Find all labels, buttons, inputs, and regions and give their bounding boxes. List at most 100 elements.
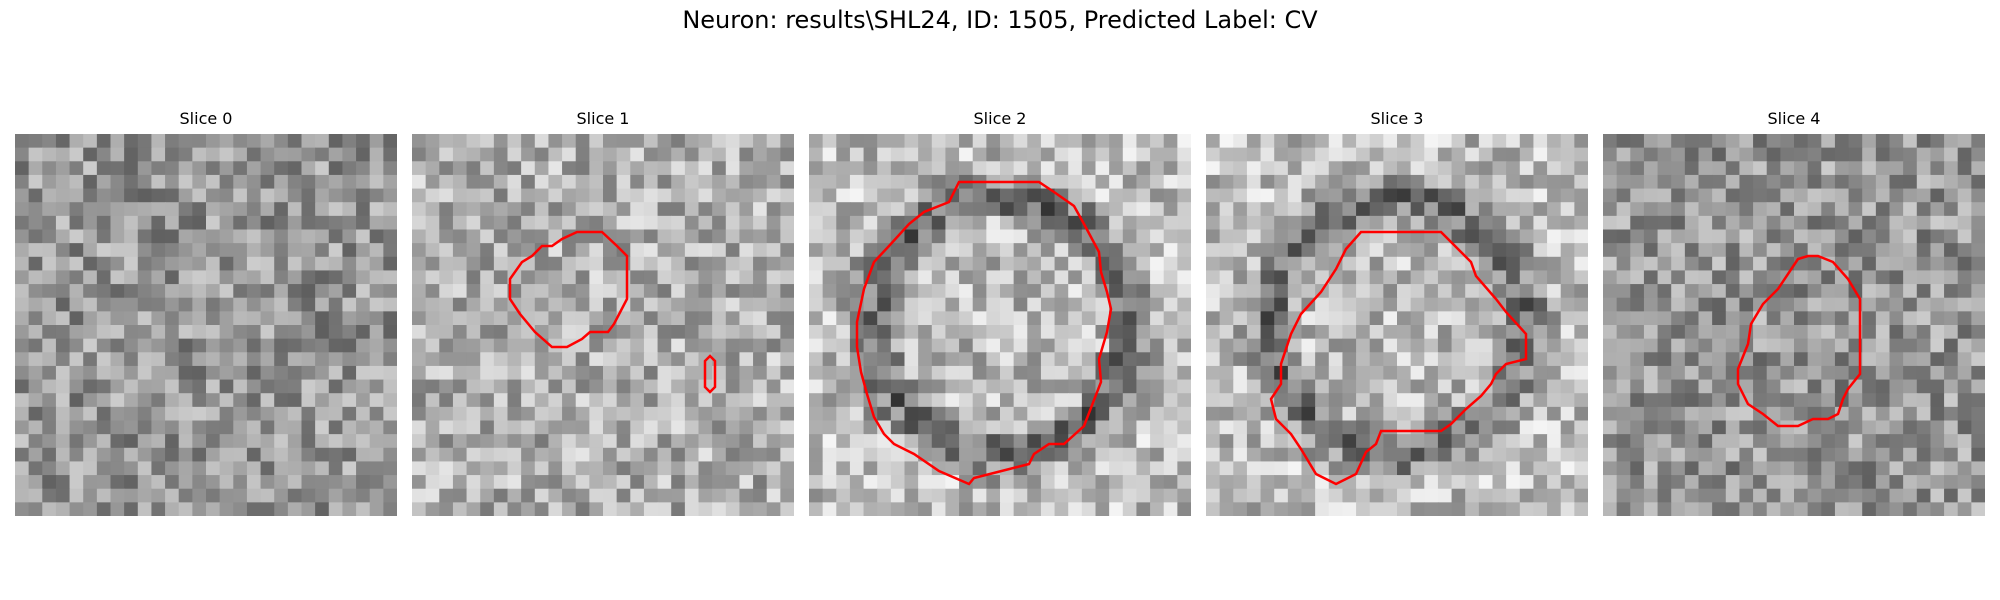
image-pixel [1342,311,1357,326]
image-pixel [1766,256,1781,272]
image-pixel [1122,325,1138,340]
image-pixel [412,379,427,394]
image-pixel [42,229,57,244]
image-pixel [55,161,71,176]
image-pixel [507,311,522,326]
image-pixel [863,420,878,435]
image-pixel [328,461,344,476]
image-pixel [124,365,139,381]
image-pixel [863,229,878,244]
image-pixel [836,174,851,190]
image-pixel [1287,461,1303,476]
image-pixel [1369,488,1384,503]
image-pixel [1916,270,1932,285]
image-pixel [863,215,878,231]
image-pixel [753,215,768,231]
image-pixel [1081,243,1097,258]
image-pixel [1957,284,1972,299]
image-pixel [1163,174,1178,190]
image-pixel [904,461,919,476]
image-pixel [124,229,139,244]
image-pixel [1177,215,1191,231]
image-pixel [369,161,384,176]
image-pixel [1410,325,1425,340]
image-pixel [1971,134,1985,149]
image-pixel [931,447,947,463]
image-pixel [356,406,371,422]
image-pixel [124,202,139,217]
image-pixel [1233,406,1248,422]
image-pixel [1671,174,1686,190]
image-pixel [1219,202,1234,217]
image-pixel [1054,202,1069,217]
image-pixel [55,502,71,516]
image-pixel [439,461,454,476]
image-pixel [684,488,700,503]
image-pixel [739,338,754,353]
image-pixel [822,188,837,203]
image-pixel [521,352,536,367]
image-pixel [725,256,741,272]
image-pixel [986,284,1001,299]
image-pixel [1794,134,1809,149]
image-pixel [480,434,495,449]
image-pixel [1328,393,1344,408]
contour-outline [703,354,717,394]
image-pixel [1780,243,1795,258]
image-pixel [412,365,427,381]
image-pixel [1574,447,1588,463]
image-pixel [1068,502,1083,516]
image-pixel [1437,284,1453,299]
image-pixel [521,134,536,149]
image-pixel [849,379,865,394]
image-pixel [356,188,371,203]
image-pixel [548,379,563,394]
image-pixel [1287,202,1303,217]
image-pixel [1451,256,1466,272]
image-pixel [342,243,357,258]
image-pixel [1219,434,1234,449]
image-pixel [1054,243,1069,258]
image-pixel [1287,393,1303,408]
image-pixel [616,270,631,285]
image-pixel [1274,284,1289,299]
image-pixel [1875,434,1891,449]
image-pixel [725,243,741,258]
image-pixel [822,311,837,326]
image-pixel [1616,488,1631,503]
image-pixel [1492,461,1507,476]
image-pixel [383,229,397,244]
image-pixel [1287,147,1303,162]
image-pixel [1478,134,1494,149]
image-pixel [780,434,794,449]
image-pixel [15,174,30,190]
image-pixel [69,134,84,149]
image-pixel [753,311,768,326]
image-pixel [1547,174,1562,190]
image-pixel [165,447,180,463]
image-pixel [1233,215,1248,231]
image-pixel [1163,420,1178,435]
image-pixel [1260,284,1275,299]
image-pixel [274,202,289,217]
image-pixel [83,311,98,326]
image-pixel [945,393,960,408]
image-pixel [151,434,166,449]
image-pixel [1369,325,1384,340]
image-pixel [1040,393,1056,408]
image-pixel [1766,229,1781,244]
image-pixel [1616,406,1631,422]
image-pixel [1630,502,1645,516]
image-pixel [877,379,892,394]
image-pixel [766,134,781,149]
image-pixel [1122,434,1138,449]
image-pixel [1424,215,1439,231]
image-pixel [1233,229,1248,244]
image-pixel [1206,188,1221,203]
image-pixel [83,202,98,217]
image-pixel [1451,488,1466,503]
image-pixel [630,311,645,326]
image-pixel [342,188,357,203]
image-pixel [575,297,590,312]
image-pixel [1219,325,1234,340]
